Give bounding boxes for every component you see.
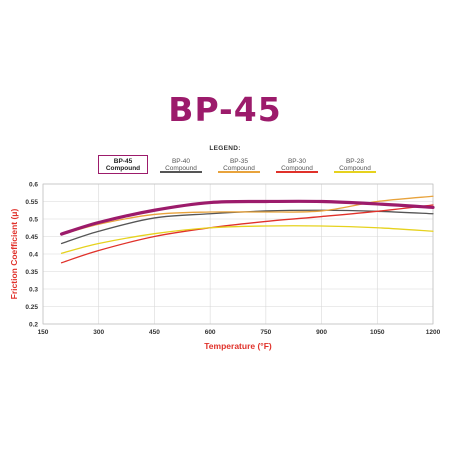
axis-layer: [42, 183, 434, 325]
x-tick-label-0: 150: [38, 329, 49, 336]
y-tick-label-1: 0.25: [25, 304, 38, 311]
y-tick-label-0: 0.2: [29, 321, 38, 328]
legend-swatch: [160, 171, 202, 173]
x-axis-label: Temperature (°F): [204, 341, 272, 351]
chart-title: BP-45: [168, 90, 282, 129]
x-tick-label-4: 750: [260, 329, 271, 336]
legend-item-name: BP-45: [113, 158, 133, 165]
legend-item-bp-30[interactable]: BP-30 Compound: [272, 155, 322, 174]
legend-swatch: [334, 171, 376, 173]
legend-item-subtitle: Compound: [281, 165, 313, 172]
plot-frame: [42, 183, 434, 325]
y-tick-label-7: 0.55: [25, 199, 38, 206]
legend-item-bp-35[interactable]: BP-35 Compound: [214, 155, 264, 174]
y-tick-label-6: 0.5: [29, 216, 38, 223]
x-tick-label-6: 1050: [370, 329, 385, 336]
legend: BP-45 Compound BP-40 Compound BP-35 Compound B…: [98, 155, 380, 175]
series-line-bp-28: [60, 225, 434, 254]
y-tick-label-2: 0.3: [29, 286, 38, 293]
x-tick-label-5: 900: [316, 329, 327, 336]
y-tick-label-8: 0.6: [29, 181, 38, 188]
x-tick-label-2: 450: [149, 329, 160, 336]
y-tick-label-5: 0.45: [25, 234, 38, 241]
legend-item-name: BP-28: [345, 158, 365, 165]
legend-item-subtitle: Compound: [105, 165, 141, 172]
legend-item-name: BP-30: [287, 158, 307, 165]
legend-item-subtitle: Compound: [223, 165, 255, 172]
legend-item-bp-28[interactable]: BP-28 Compound: [330, 155, 380, 174]
label-layer: 0.2 0.25 0.3 0.35 0.4 0.45 0.5 0.55 0.6 150 300 450…: [9, 181, 441, 351]
legend-item-subtitle: Compound: [339, 165, 371, 172]
legend-item-name: BP-35: [229, 158, 249, 165]
legend-swatch: [276, 171, 318, 173]
legend-item-name: BP-40: [171, 158, 191, 165]
series-layer: [59, 195, 435, 264]
x-tick-label-1: 300: [93, 329, 104, 336]
x-tick-label-3: 600: [205, 329, 216, 336]
y-tick-label-3: 0.35: [25, 269, 38, 276]
legend-swatch: [218, 171, 260, 173]
legend-item-bp-40[interactable]: BP-40 Compound: [156, 155, 206, 174]
y-axis-label: Friction Coefficient (μ): [9, 208, 19, 299]
legend-item-subtitle: Compound: [165, 165, 197, 172]
series-line-bp-45: [59, 199, 435, 236]
x-tick-label-7: 1200: [426, 329, 441, 336]
series-line-bp-30: [60, 204, 434, 264]
y-tick-label-4: 0.4: [29, 251, 38, 258]
legend-item-bp-45[interactable]: BP-45 Compound: [98, 155, 148, 174]
legend-heading: LEGEND:: [209, 145, 241, 152]
